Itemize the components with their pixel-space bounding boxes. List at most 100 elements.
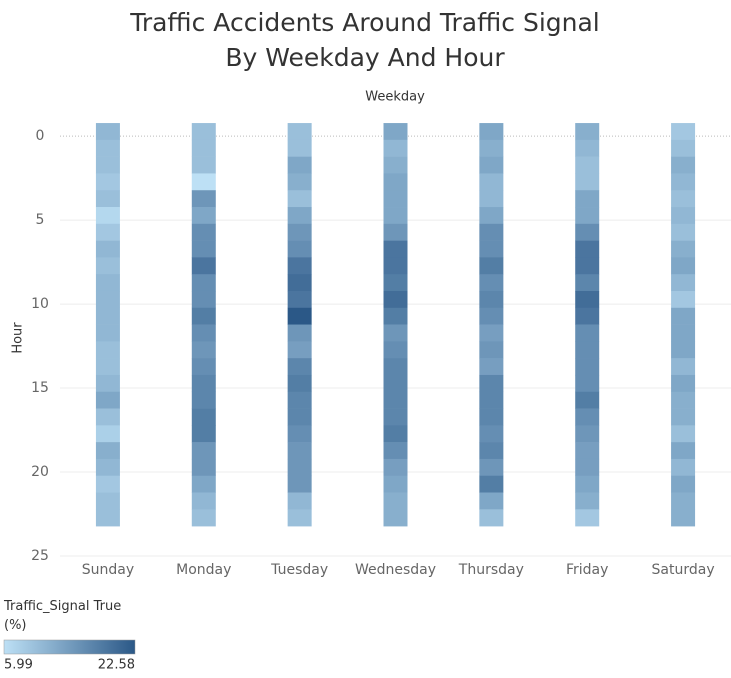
heat-cell bbox=[575, 341, 600, 359]
heat-cell bbox=[383, 223, 408, 241]
heat-cell bbox=[383, 341, 408, 359]
heat-cell bbox=[287, 207, 312, 225]
x-tick-label: Tuesday bbox=[270, 562, 328, 578]
heat-cell bbox=[575, 492, 600, 510]
heat-cell bbox=[95, 307, 120, 325]
heat-cell bbox=[95, 492, 120, 510]
heat-cell bbox=[383, 324, 408, 342]
x-tick-label: Sunday bbox=[82, 562, 134, 578]
heat-cell bbox=[575, 358, 600, 376]
heat-cell bbox=[287, 257, 312, 275]
heat-cell bbox=[671, 458, 696, 477]
heat-cell bbox=[191, 341, 216, 359]
heat-cell bbox=[191, 391, 216, 409]
heat-cell bbox=[191, 156, 216, 174]
heat-cell bbox=[575, 257, 600, 275]
heat-cell bbox=[383, 307, 408, 325]
heat-cell bbox=[575, 374, 600, 393]
heat-cell bbox=[575, 207, 600, 225]
y-tick-label: 25 bbox=[31, 548, 49, 564]
heat-cell bbox=[191, 374, 216, 393]
heat-cell bbox=[95, 156, 120, 174]
heat-cell bbox=[575, 223, 600, 241]
heat-cell bbox=[671, 240, 696, 258]
heat-cell bbox=[479, 173, 504, 191]
heat-cell bbox=[95, 190, 120, 208]
heat-cell bbox=[383, 173, 408, 191]
heat-cell bbox=[95, 475, 120, 493]
chart-title: Traffic Accidents Around Traffic Signal bbox=[129, 8, 600, 37]
heat-cell bbox=[287, 173, 312, 191]
heat-cell bbox=[383, 257, 408, 275]
heat-cell bbox=[95, 173, 120, 191]
heat-cell bbox=[383, 374, 408, 393]
heat-cell bbox=[287, 509, 312, 527]
heat-cell bbox=[671, 274, 696, 292]
heat-cell bbox=[95, 509, 120, 527]
heat-cell bbox=[671, 358, 696, 376]
heat-cell bbox=[479, 442, 504, 460]
heat-cell bbox=[95, 274, 120, 292]
heat-cell bbox=[287, 324, 312, 342]
heat-cell bbox=[575, 442, 600, 460]
heat-cell bbox=[95, 374, 120, 393]
heat-cell bbox=[671, 207, 696, 225]
heat-cell bbox=[95, 458, 120, 477]
heat-cell bbox=[191, 207, 216, 225]
color-legend-bar bbox=[3, 639, 136, 655]
heat-cell bbox=[191, 307, 216, 325]
heat-cell bbox=[575, 425, 600, 443]
legend-title: Traffic_Signal True (%) bbox=[4, 599, 122, 633]
heat-cell bbox=[95, 123, 120, 141]
y-tick-label: 0 bbox=[36, 128, 45, 144]
y-tick-label: 5 bbox=[36, 212, 45, 228]
heat-cell bbox=[479, 509, 504, 527]
heat-cell bbox=[383, 425, 408, 443]
heat-cell bbox=[479, 156, 504, 174]
heat-cell bbox=[191, 123, 216, 141]
heat-cell bbox=[287, 223, 312, 241]
heat-cell bbox=[479, 425, 504, 443]
heat-cell bbox=[95, 207, 120, 225]
heat-cell bbox=[383, 442, 408, 460]
heat-cell bbox=[95, 341, 120, 359]
heat-cell bbox=[287, 458, 312, 477]
heat-cell bbox=[287, 391, 312, 409]
heat-cell bbox=[95, 391, 120, 409]
heat-cell bbox=[191, 274, 216, 292]
heat-cell bbox=[575, 123, 600, 141]
x-tick-label: Thursday bbox=[458, 562, 524, 578]
heat-cell bbox=[383, 475, 408, 493]
y-axis-title: Hour bbox=[11, 322, 26, 354]
heat-cell bbox=[479, 408, 504, 426]
heat-cell bbox=[191, 475, 216, 493]
heat-cell bbox=[95, 358, 120, 376]
heat-cell bbox=[383, 290, 408, 309]
heat-cell bbox=[95, 290, 120, 309]
heat-cell bbox=[287, 408, 312, 426]
heat-cell bbox=[671, 173, 696, 191]
heat-cell bbox=[191, 492, 216, 510]
heat-cell bbox=[575, 240, 600, 258]
heat-cell bbox=[671, 425, 696, 443]
heat-cell bbox=[671, 492, 696, 510]
heat-cell bbox=[479, 274, 504, 292]
heat-cell bbox=[191, 442, 216, 460]
heat-cell bbox=[575, 475, 600, 493]
heat-cell bbox=[671, 442, 696, 460]
heat-cell bbox=[671, 123, 696, 141]
heat-cell bbox=[287, 442, 312, 460]
y-tick-label: 10 bbox=[31, 296, 49, 312]
heat-cell bbox=[479, 475, 504, 493]
heat-cell bbox=[191, 139, 216, 157]
heat-cell bbox=[575, 391, 600, 409]
heat-cell bbox=[383, 274, 408, 292]
y-tick-label: 15 bbox=[31, 380, 49, 396]
heat-cell bbox=[287, 156, 312, 174]
heat-cell bbox=[671, 341, 696, 359]
heat-cell bbox=[287, 123, 312, 141]
heat-cell bbox=[95, 408, 120, 426]
heat-cell bbox=[191, 240, 216, 258]
heat-cell bbox=[479, 324, 504, 342]
